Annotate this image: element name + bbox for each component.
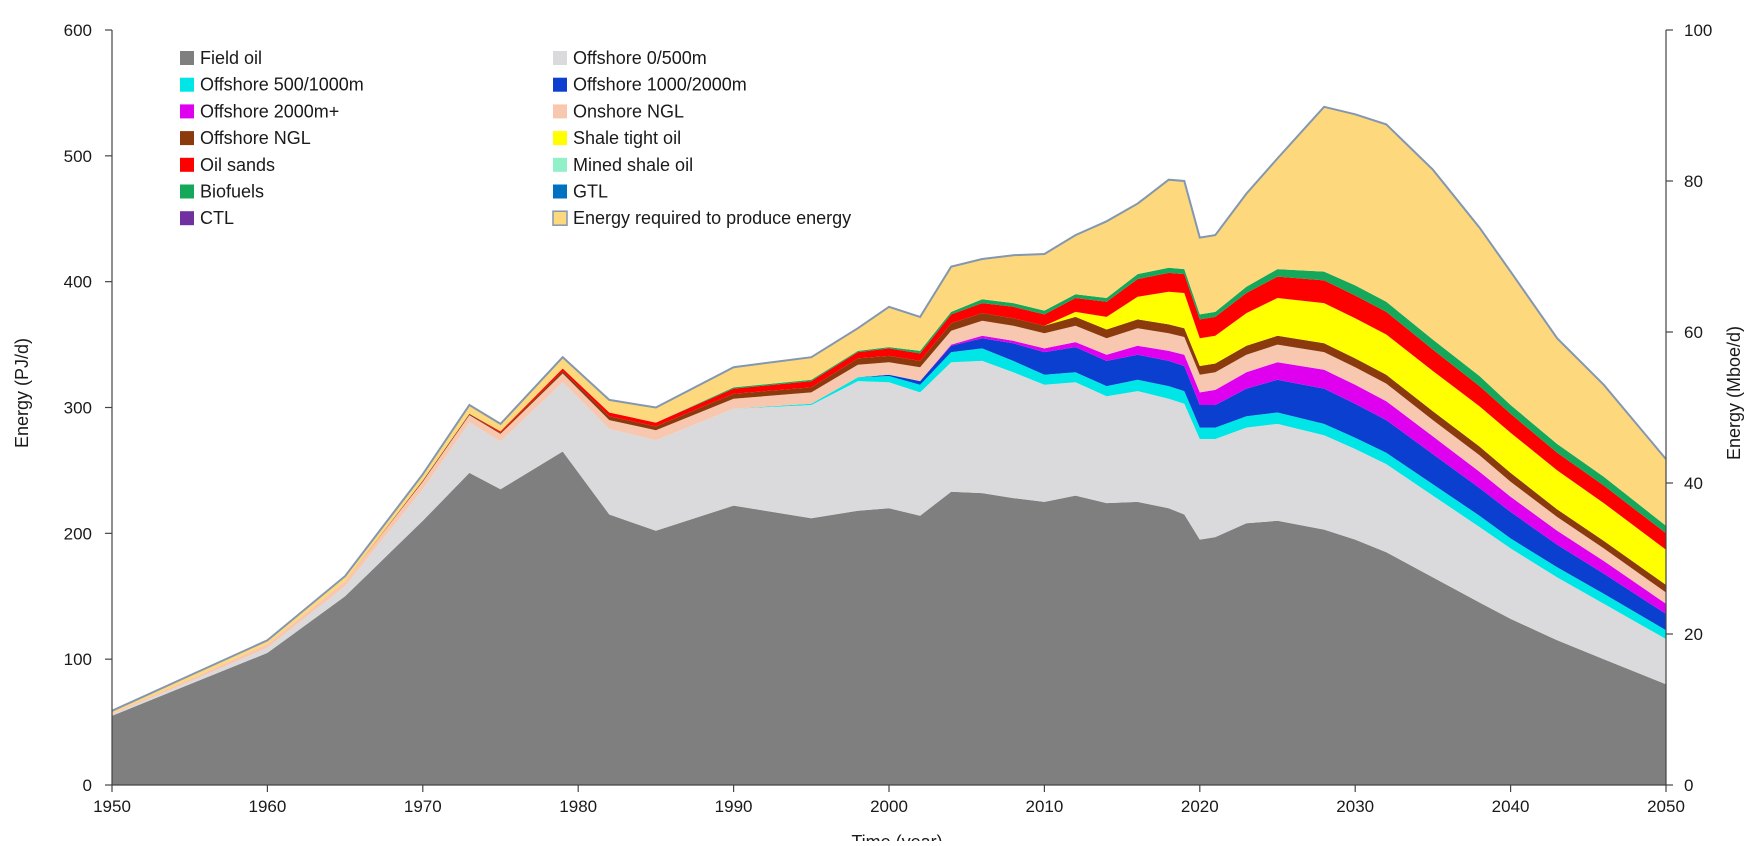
legend-item-energy-required-to-produce-energy: Energy required to produce energy xyxy=(552,208,851,228)
legend-swatch xyxy=(180,51,194,65)
legend-swatch xyxy=(180,77,194,92)
y-tick-label: 600 xyxy=(64,21,92,40)
y-tick-label: 300 xyxy=(64,399,92,418)
legend-label: Biofuels xyxy=(200,182,264,202)
legend-swatch xyxy=(180,157,194,172)
y2-tick-label: 0 xyxy=(1684,776,1693,795)
legend-item-offshore-2000m: Offshore 2000m+ xyxy=(180,101,339,121)
area-energy-required-to-produce-energy xyxy=(112,106,1666,714)
y-tick-label: 200 xyxy=(64,524,92,543)
legend-swatch xyxy=(553,77,567,92)
x-tick-label: 1990 xyxy=(715,797,753,816)
legend-label: Offshore 2000m+ xyxy=(200,101,339,121)
x-tick-label: 2000 xyxy=(870,797,908,816)
x-tick-label: 2040 xyxy=(1492,797,1530,816)
x-tick-label: 1970 xyxy=(404,797,442,816)
legend-item-offshore-0-500m: Offshore 0/500m xyxy=(553,48,707,68)
legend-label: CTL xyxy=(200,208,234,228)
area-offshore-0-500m xyxy=(112,360,1666,716)
legend-item-biofuels: Biofuels xyxy=(180,182,264,202)
legend-label: Mined shale oil xyxy=(573,155,693,175)
y-tick-label: 100 xyxy=(64,650,92,669)
tick-labels: 1950 1960 1970 1980 1990 2000 2010 2020 2030 2040… xyxy=(64,21,1713,816)
y2-tick-label: 80 xyxy=(1684,172,1703,191)
legend-swatch xyxy=(553,51,567,65)
legend-swatch xyxy=(553,184,567,199)
legend-swatch xyxy=(553,131,567,146)
x-tick-label: 2030 xyxy=(1336,797,1374,816)
legend-swatch xyxy=(180,131,194,146)
legend-item-onshore-ngl: Onshore NGL xyxy=(553,101,684,121)
x-axis-title: Time (year) xyxy=(851,832,942,841)
x-tick-label: 1960 xyxy=(248,797,286,816)
legend-label: Field oil xyxy=(200,48,262,68)
x-tick-label: 2050 xyxy=(1647,797,1685,816)
y2-axis-title: Energy (Mboe/d) xyxy=(1724,326,1744,460)
legend-swatch xyxy=(553,104,567,119)
legend-label: Onshore NGL xyxy=(573,101,684,121)
total-outline xyxy=(111,105,1667,712)
x-tick-label: 1950 xyxy=(93,797,131,816)
legend-item-mined-shale-oil: Mined shale oil xyxy=(553,155,693,175)
legend-label: GTL xyxy=(573,182,608,202)
legend-item-gtl: GTL xyxy=(553,182,608,202)
y2-tick-label: 20 xyxy=(1684,625,1703,644)
legend-label: Shale tight oil xyxy=(573,128,681,148)
area-layers xyxy=(111,105,1667,785)
legend-item-offshore-1000-2000m: Offshore 1000/2000m xyxy=(553,75,747,95)
legend-swatch xyxy=(180,211,194,226)
legend-label: Offshore NGL xyxy=(200,128,311,148)
legend-swatch xyxy=(552,210,568,226)
y-axis-title: Energy (PJ/d) xyxy=(12,338,32,448)
legend-item-shale-tight-oil: Shale tight oil xyxy=(553,128,681,148)
legend-swatch xyxy=(180,104,194,119)
legend-item-ctl: CTL xyxy=(180,208,234,228)
legend-label: Energy required to produce energy xyxy=(573,208,851,228)
y2-tick-label: 40 xyxy=(1684,474,1703,493)
y2-tick-label: 60 xyxy=(1684,323,1703,342)
y-tick-label: 0 xyxy=(83,776,92,795)
x-tick-label: 2010 xyxy=(1025,797,1063,816)
legend-swatch xyxy=(180,184,194,199)
legend-label: Offshore 500/1000m xyxy=(200,75,364,95)
legend-item-offshore-ngl: Offshore NGL xyxy=(180,128,311,148)
legend-item-offshore-500-1000m: Offshore 500/1000m xyxy=(180,75,364,95)
y2-tick-label: 100 xyxy=(1684,21,1712,40)
legend: Field oil Offshore 0/500m Offshore 500/100… xyxy=(180,48,851,228)
legend-item-field-oil: Field oil xyxy=(180,48,262,68)
legend-label: Offshore 0/500m xyxy=(573,48,707,68)
x-tick-label: 1980 xyxy=(559,797,597,816)
y-tick-label: 500 xyxy=(64,147,92,166)
area-field-oil xyxy=(112,451,1666,785)
legend-swatch xyxy=(553,157,567,172)
x-tick-label: 2020 xyxy=(1181,797,1219,816)
legend-label: Oil sands xyxy=(200,155,275,175)
legend-item-oil-sands: Oil sands xyxy=(180,155,275,175)
axes xyxy=(105,29,1673,792)
y-tick-label: 400 xyxy=(64,273,92,292)
legend-label: Offshore 1000/2000m xyxy=(573,75,747,95)
